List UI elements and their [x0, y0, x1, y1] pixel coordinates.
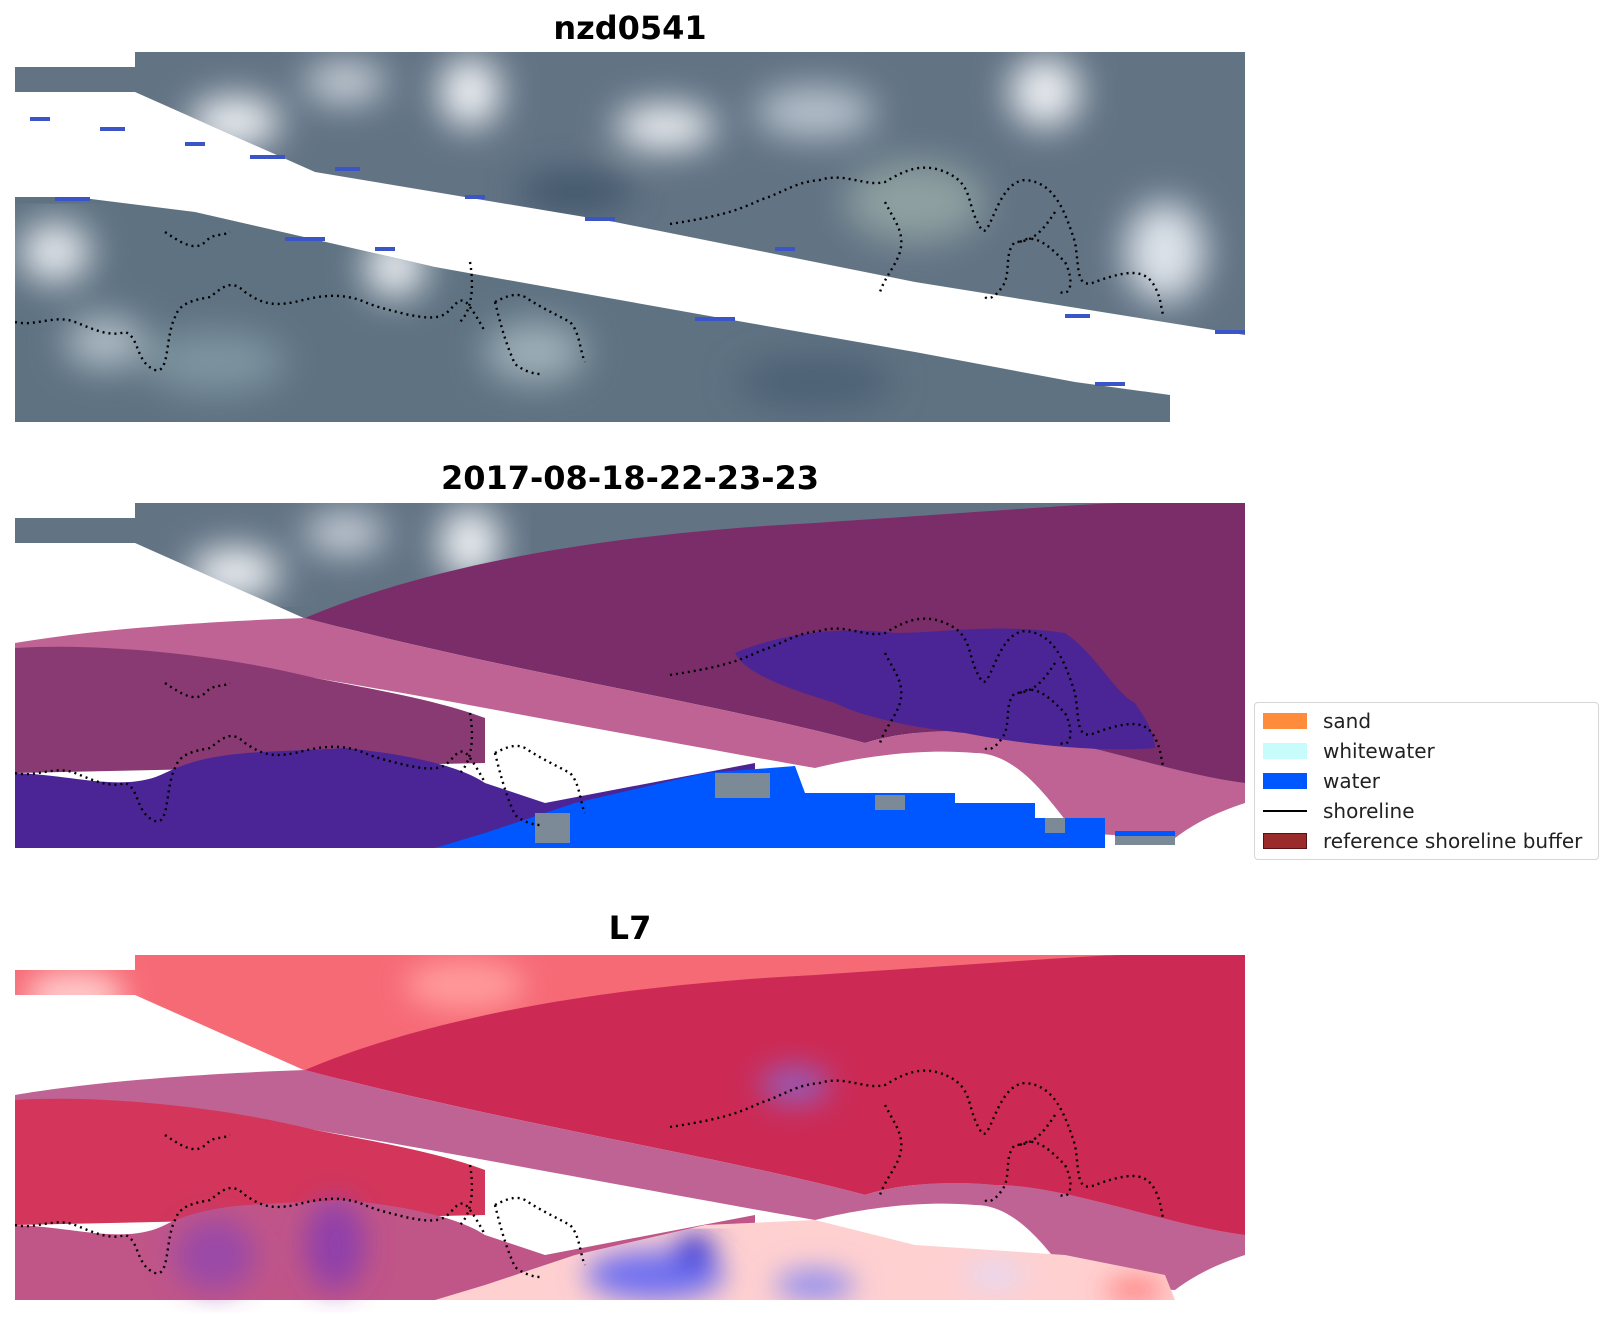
buffer-dark-left	[15, 646, 485, 773]
whitewater-swatch	[1263, 743, 1307, 759]
legend-item-whitewater: whitewater	[1255, 736, 1598, 766]
legend-item-sand: sand	[1255, 706, 1598, 736]
class-water-region	[435, 766, 1105, 848]
legend: sand whitewater water shoreline referenc…	[1254, 702, 1599, 860]
shoreline-dotted	[15, 1069, 1166, 1279]
water-edge-strip	[1115, 831, 1175, 836]
panel-title: L7	[608, 909, 652, 947]
edge-water-pixels	[30, 117, 1245, 386]
panel-title: 2017-08-18-22-23-23	[440, 459, 820, 497]
satellite-image-panel	[15, 52, 1245, 422]
sand-swatch	[1263, 713, 1307, 729]
legend-item-reference-buffer: reference shoreline buffer	[1255, 826, 1598, 856]
water-swatch	[1263, 773, 1307, 789]
legend-item-water: water	[1255, 766, 1598, 796]
legend-label: whitewater	[1323, 739, 1435, 763]
legend-label: shoreline	[1323, 799, 1415, 823]
index-panel	[15, 955, 1245, 1300]
legend-label: reference shoreline buffer	[1323, 829, 1583, 853]
legend-label: water	[1323, 769, 1380, 793]
legend-item-shoreline: shoreline	[1255, 796, 1598, 826]
shoreline-dotted	[15, 617, 1166, 827]
reference-buffer-swatch	[1263, 833, 1307, 849]
index-red-left	[15, 1098, 485, 1225]
classification-panel	[15, 503, 1245, 848]
panel-title: nzd0541	[553, 9, 707, 47]
shoreline-dotted	[15, 166, 1166, 376]
class-purple-upper	[735, 628, 1155, 750]
buffer-overlay-band	[15, 1070, 1245, 1290]
legend-label: sand	[1323, 709, 1372, 733]
buffer-overlay-band	[15, 618, 1245, 838]
shoreline-line-swatch	[1263, 810, 1307, 812]
